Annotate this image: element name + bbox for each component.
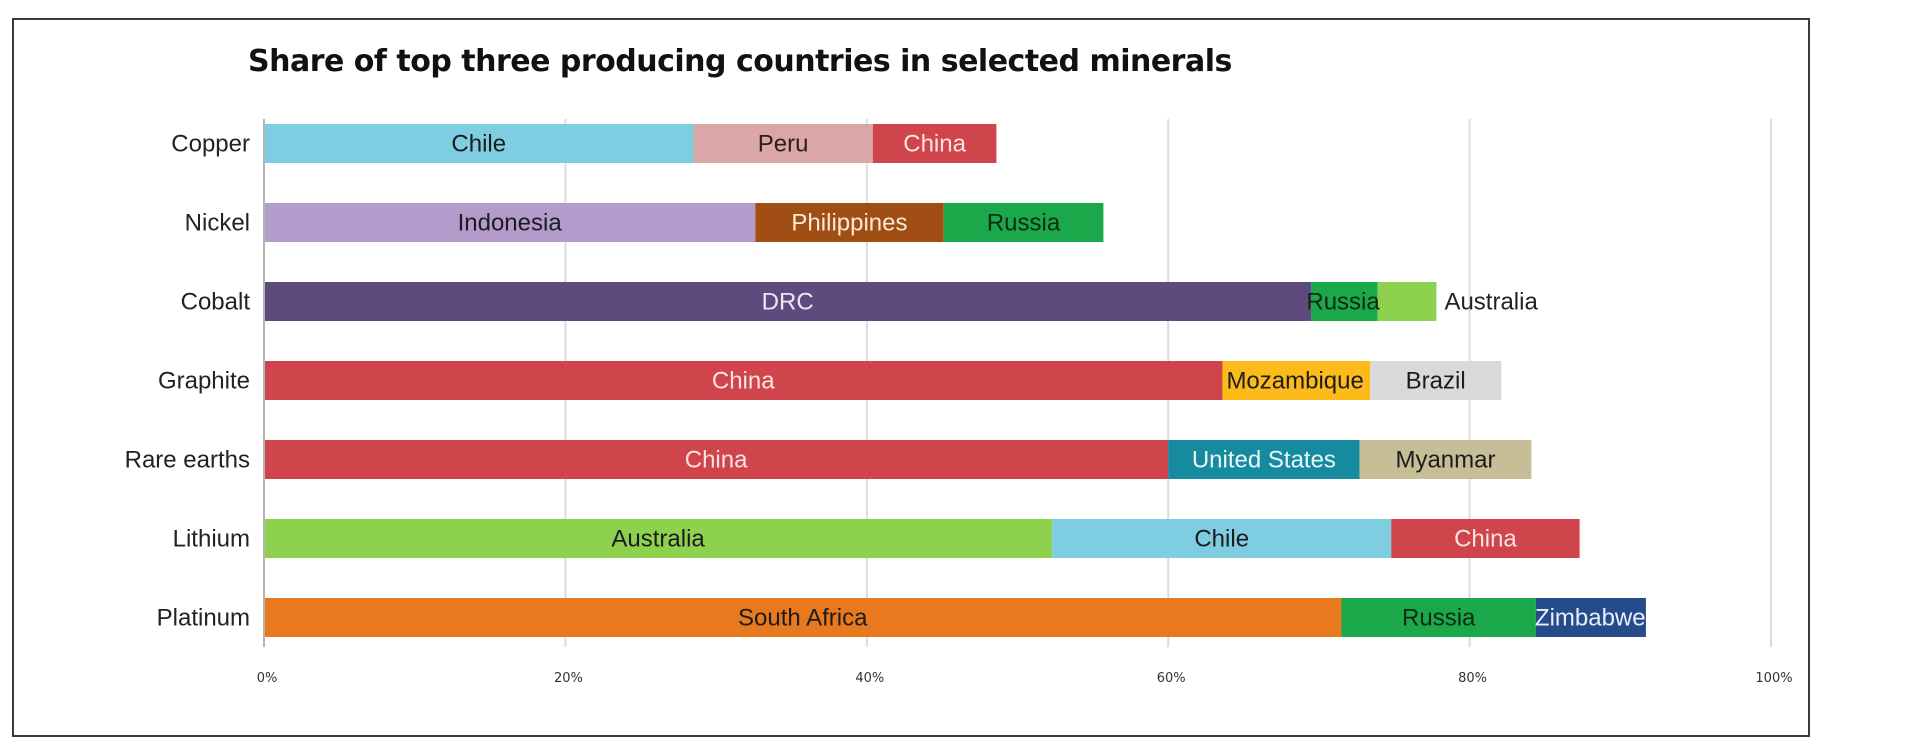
segment-label: Australia <box>1444 289 1538 316</box>
bar-row: Indonesia Philippines Russia <box>264 203 1104 242</box>
bar-segment <box>264 519 1053 558</box>
category-label: Cobalt <box>181 289 251 316</box>
segment-label: Brazil <box>1406 368 1466 395</box>
x-tick-label: 20% <box>554 671 583 686</box>
bar-segment <box>264 598 1342 637</box>
bar-segment <box>264 440 1169 479</box>
segment-label: United States <box>1192 447 1336 474</box>
x-tick-label: 80% <box>1458 671 1487 686</box>
segment-label: Russia <box>1306 289 1380 316</box>
bar-segment <box>1052 519 1392 558</box>
segment-label: China <box>1454 526 1517 553</box>
bar-segment <box>264 361 1223 400</box>
bar-row: Australia Chile China <box>264 519 1580 558</box>
bar-row: China Mozambique Brazil <box>264 361 1502 400</box>
bar-segment <box>1391 519 1580 558</box>
bars: Chile Peru China Indonesia Philippines Russia… <box>264 124 1646 637</box>
x-tick-label: 60% <box>1157 671 1186 686</box>
segment-label: Russia <box>1402 605 1476 632</box>
segment-label: Myanmar <box>1395 447 1495 474</box>
bar-segment <box>755 203 944 242</box>
category-label: Rare earths <box>125 447 250 474</box>
bar-row: China United States Myanmar <box>264 440 1532 479</box>
bar-segment <box>1168 440 1360 479</box>
category-label: Lithium <box>173 526 250 553</box>
segment-label: South Africa <box>738 605 868 632</box>
segment-label: China <box>712 368 775 395</box>
bar-segment <box>1341 598 1536 637</box>
x-tick-label: 40% <box>855 671 884 686</box>
bar-row: South Africa Russia Zimbabwe <box>264 598 1646 637</box>
bar-segment <box>1370 361 1502 400</box>
segment-label: Zimbabwe <box>1535 605 1646 632</box>
segment-label: China <box>685 447 748 474</box>
bar-segment <box>872 124 997 163</box>
segment-label: Mozambique <box>1226 368 1363 395</box>
bar-row: Chile Peru China <box>264 124 997 163</box>
bar-row: DRC Russia Australia <box>264 282 1538 321</box>
bar-segment <box>264 124 694 163</box>
x-tick-label: 100% <box>1755 671 1792 686</box>
bar-segment <box>1359 440 1532 479</box>
category-label: Nickel <box>185 210 250 237</box>
bar-segment <box>943 203 1104 242</box>
segment-label: Russia <box>987 210 1061 237</box>
segment-label: Australia <box>611 526 705 553</box>
segment-label: Chile <box>1194 526 1249 553</box>
category-label: Platinum <box>157 605 250 632</box>
category-label: Copper <box>171 131 250 158</box>
bar-segment <box>1535 598 1646 637</box>
segment-label: Chile <box>451 131 506 158</box>
category-label: Graphite <box>158 368 250 395</box>
x-tick-label: 0% <box>257 671 278 686</box>
bar-segment <box>1222 361 1371 400</box>
segment-label: Peru <box>758 131 809 158</box>
bar-segment <box>1377 282 1437 321</box>
segment-label: DRC <box>762 289 814 316</box>
bar-segment <box>1311 282 1378 321</box>
bar-segment <box>693 124 873 163</box>
bar-segment <box>264 203 756 242</box>
x-tick-labels: 0% 20% 40% 60% 80% 100% <box>257 671 1793 686</box>
bar-segment <box>264 282 1312 321</box>
segment-label: Indonesia <box>458 210 563 237</box>
segment-label: China <box>903 131 966 158</box>
segment-label: Philippines <box>791 210 907 237</box>
chart-title: Share of top three producing countries i… <box>248 44 1232 79</box>
category-labels: Copper Nickel Cobalt Graphite Rare earths Lit… <box>125 131 251 632</box>
